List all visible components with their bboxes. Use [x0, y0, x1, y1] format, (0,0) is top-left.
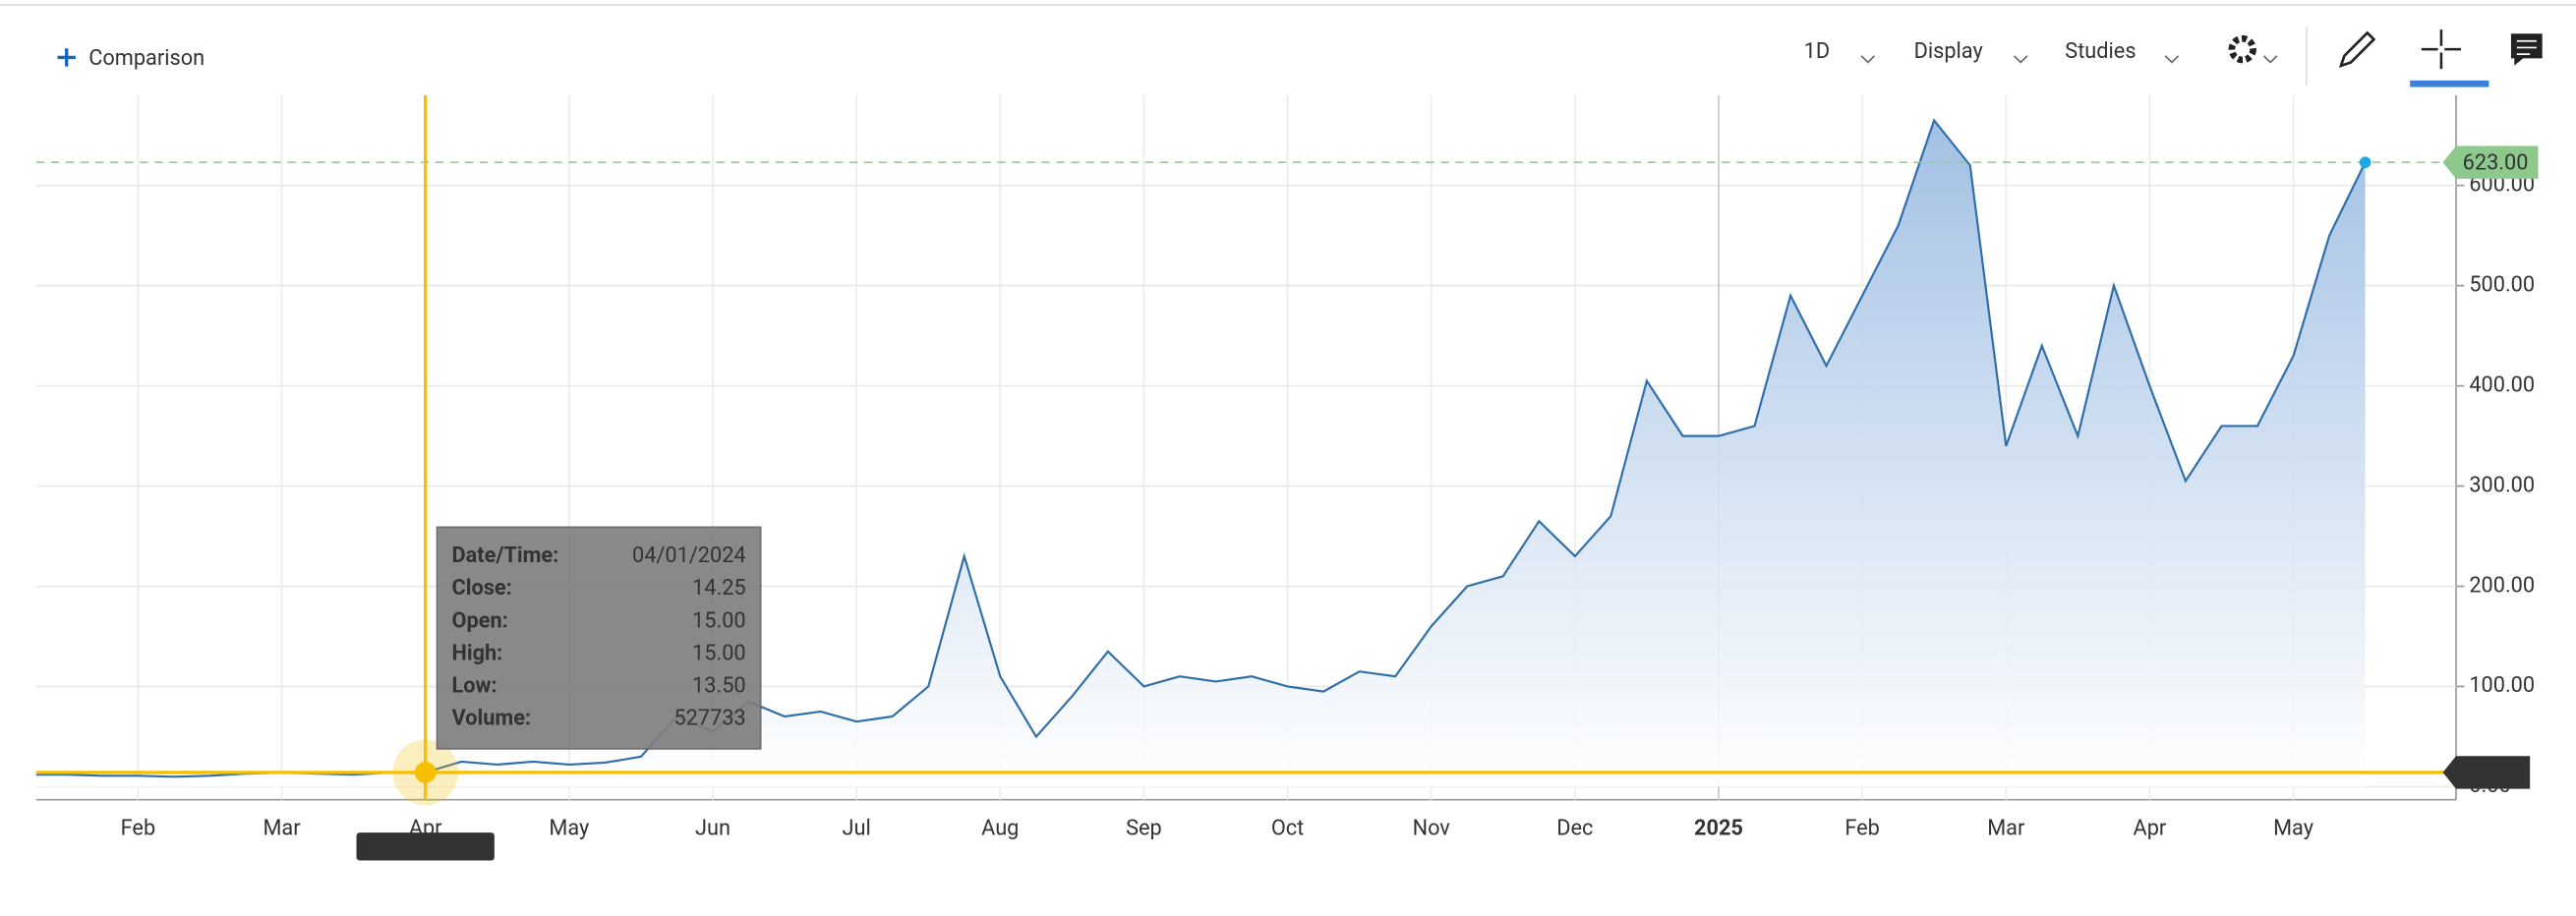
crosshair-point: [414, 762, 437, 783]
tooltip-box: [436, 526, 762, 750]
tooltip-value: 13.50: [692, 673, 746, 698]
x-tick-label: May: [2273, 817, 2314, 841]
crosshair-x-label: 04/01/2024: [369, 834, 483, 859]
settings-button[interactable]: [2228, 34, 2278, 64]
chevron: [2262, 55, 2278, 64]
x-tick-label: Mar: [1987, 817, 2025, 841]
chevron: [2013, 55, 2028, 64]
x-tick-label: May: [549, 817, 590, 841]
display-label: Display: [1914, 39, 1984, 64]
studies-button[interactable]: Studies: [2065, 39, 2180, 64]
tooltip-key: High:: [452, 641, 503, 665]
overlay: 623.00 14.25 04/01/2024 Date/Time: 04/01/202…: [35, 94, 2539, 861]
y-tick-label: 300.00: [2469, 473, 2535, 497]
crosshair-y-tag: [2442, 756, 2531, 789]
active-indicator: [2410, 80, 2489, 87]
studies-label: Studies: [2065, 39, 2136, 64]
crosshair-icon: [2421, 29, 2461, 70]
x-tick-label: Sep: [1126, 817, 1162, 841]
y-tick-label: 500.00: [2469, 272, 2535, 297]
tooltip-key: Open:: [452, 608, 508, 633]
last-price-tag: [2442, 145, 2539, 179]
tooltip-key: Close:: [452, 576, 512, 601]
tooltip-value: 14.25: [692, 576, 746, 601]
crosshair-button[interactable]: [2410, 29, 2489, 87]
chevron: [2164, 55, 2180, 64]
tooltip-key: Low:: [452, 673, 498, 698]
last-point: [2359, 156, 2371, 169]
tooltip-value: 15.00: [692, 641, 746, 665]
x-tick-label: 2025: [1694, 817, 1743, 841]
comparison-label: Comparison: [88, 46, 205, 71]
y-tick-label: 200.00: [2469, 573, 2535, 598]
y-tick-label: 400.00: [2469, 372, 2535, 397]
draw-button[interactable]: [2338, 30, 2376, 68]
comparison-button[interactable]: Comparison: [57, 46, 205, 71]
x-tick-label: Oct: [1271, 817, 1304, 841]
toolbar: Comparison 1D Display Studies: [57, 26, 2545, 87]
x-tick-label: Mar: [263, 817, 301, 841]
tooltip-key: Volume:: [452, 707, 532, 731]
area: [35, 120, 2366, 787]
display-button[interactable]: Display: [1914, 39, 2028, 64]
last-price-label: 623.00: [2463, 151, 2529, 176]
interval-label: 1D: [1804, 39, 1830, 64]
x-tick-label: Nov: [1413, 817, 1451, 841]
chevron: [1860, 55, 1876, 64]
plus-icon: [57, 48, 76, 67]
comment-button[interactable]: [2509, 31, 2545, 70]
x-tick-label: Aug: [981, 817, 1019, 841]
y-tick-label: 100.00: [2469, 673, 2535, 698]
tooltip-value: 527733: [673, 707, 745, 731]
x-tick-label: Feb: [1844, 817, 1880, 841]
tooltip-value: 04/01/2024: [632, 544, 746, 568]
interval-button[interactable]: 1D: [1804, 39, 1876, 64]
x-tick-label: Apr: [2134, 817, 2167, 841]
x-tick-label: Jun: [695, 817, 731, 841]
tooltip-key: Date/Time:: [452, 544, 559, 568]
tooltip-value: 15.00: [692, 608, 746, 633]
crosshair-y-label: 14.25: [2465, 761, 2519, 785]
x-tick-label: Feb: [121, 817, 156, 841]
x-tick-label: Dec: [1556, 817, 1593, 841]
x-tick-label: Jul: [842, 817, 870, 841]
crosshair-x-tag: [356, 832, 495, 861]
gear-icon: [2228, 34, 2256, 64]
